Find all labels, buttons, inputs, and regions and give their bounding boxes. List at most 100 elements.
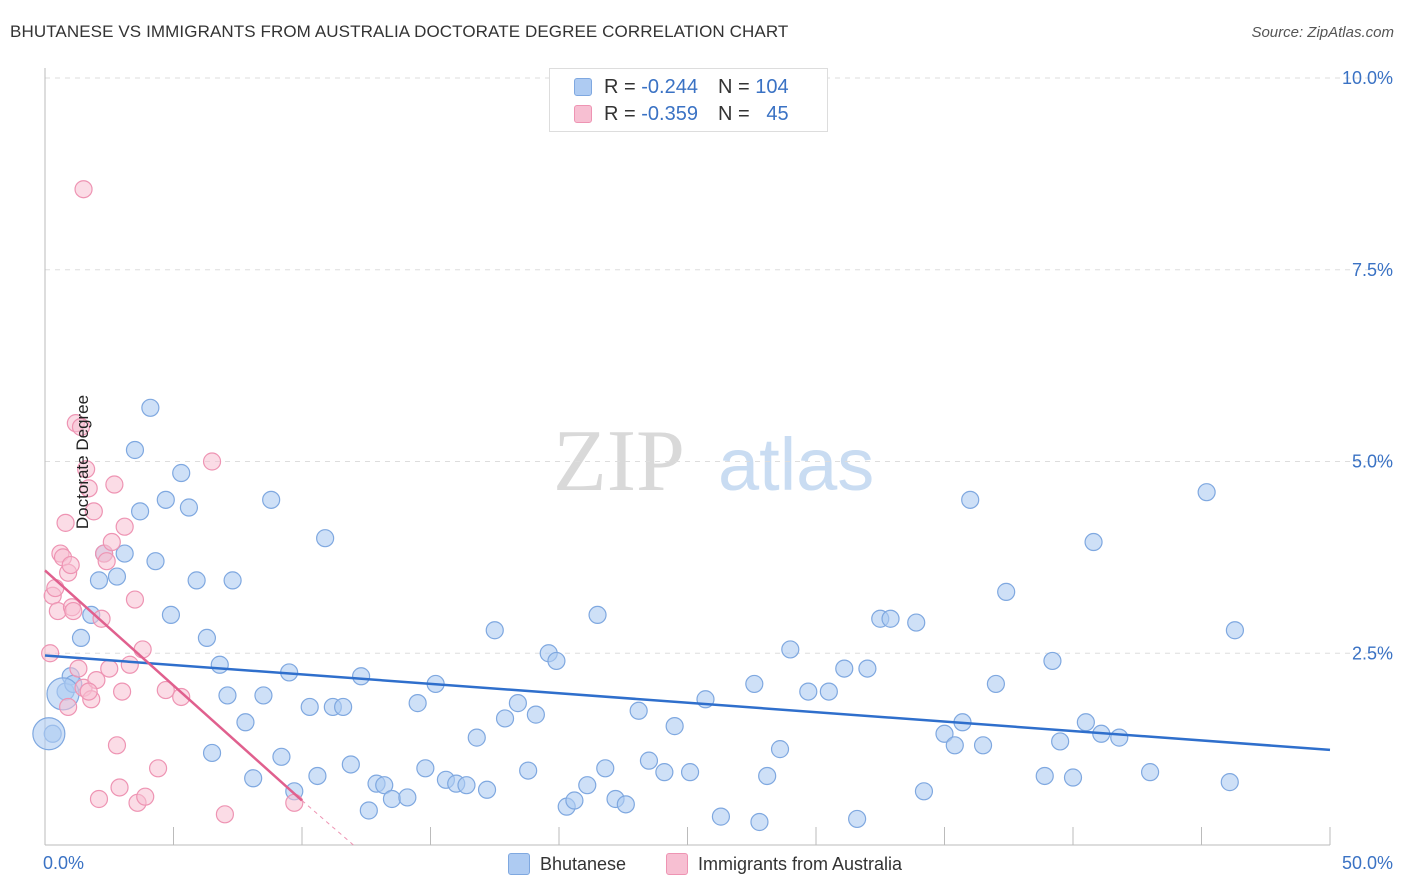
bhutanese-point xyxy=(655,763,674,782)
bhutanese-point xyxy=(1043,651,1062,671)
y-tick-label: 10.0% xyxy=(1342,68,1393,88)
correlation-legend: R = -0.244 N = 104 R = -0.359 N = 45 xyxy=(549,68,828,132)
australia-point xyxy=(107,736,127,755)
bhutanese-point xyxy=(639,751,659,770)
legend-r-value: -0.359 xyxy=(641,102,698,125)
bhutanese-point xyxy=(1084,532,1103,552)
bhutanese-point xyxy=(1035,766,1054,786)
bhutanese-point-large xyxy=(32,717,66,751)
bhutanese-point xyxy=(1063,768,1083,787)
bhutanese-point xyxy=(375,776,394,795)
bhutanese-point xyxy=(141,398,160,417)
bhutanese-point xyxy=(565,791,584,810)
australia-point xyxy=(136,787,155,806)
bhutanese-point xyxy=(223,571,242,590)
bhutanese-trend-line xyxy=(44,654,1331,752)
bottom-legend-bhutanese: Bhutanese xyxy=(508,851,626,877)
australia-point xyxy=(115,517,134,536)
bhutanese-point xyxy=(334,697,353,717)
bhutanese-point xyxy=(244,769,263,788)
bhutanese-point xyxy=(819,682,838,701)
bhutanese-point xyxy=(914,782,934,801)
bhutanese-point xyxy=(218,686,237,705)
legend-r-label: R = xyxy=(604,102,636,125)
bhutanese-point xyxy=(907,613,926,632)
australia-point xyxy=(102,532,121,552)
bhutanese-point xyxy=(997,582,1016,601)
australia-point xyxy=(100,659,119,678)
australia-point xyxy=(125,590,145,609)
bhutanese-point xyxy=(495,709,515,728)
bhutanese-point xyxy=(1110,728,1129,747)
australia-point xyxy=(89,789,109,809)
bhutanese-point xyxy=(745,674,764,694)
bhutanese-point xyxy=(799,682,818,701)
bhutanese-point xyxy=(770,740,790,759)
legend-row-bhutanese: R = -0.244 N = 104 xyxy=(574,75,789,99)
bhutanese-point xyxy=(578,776,597,795)
bottom-swatch-pink xyxy=(666,853,688,875)
australia-point xyxy=(97,552,116,571)
legend-n-label: N = xyxy=(717,75,750,98)
bhutanese-point xyxy=(107,567,127,586)
australia-point xyxy=(79,682,98,701)
australia-trend-extension xyxy=(301,800,354,846)
x-tick-label: 0.0% xyxy=(43,853,84,873)
chart-title: BHUTANESE VS IMMIGRANTS FROM AUSTRALIA D… xyxy=(10,22,789,41)
bhutanese-point xyxy=(858,659,877,678)
source-credit: Source: ZipAtlas.com xyxy=(1251,24,1394,41)
bhutanese-point xyxy=(1220,773,1239,792)
legend-n-value: 45 xyxy=(766,102,789,125)
australia-point xyxy=(92,609,111,628)
australia-point xyxy=(74,180,93,199)
bottom-legend-australia: Immigrants from Australia xyxy=(666,851,902,877)
bhutanese-point xyxy=(616,795,635,814)
australia-point xyxy=(41,644,60,663)
bhutanese-point xyxy=(125,440,145,460)
australia-point xyxy=(215,805,234,824)
bhutanese-point xyxy=(130,502,150,521)
australia-point xyxy=(77,460,96,479)
australia-point xyxy=(133,640,152,659)
bhutanese-point xyxy=(1140,763,1160,782)
bhutanese-point xyxy=(172,463,191,483)
bhutanese-point xyxy=(197,628,217,648)
bhutanese-point xyxy=(935,724,954,743)
bhutanese-point xyxy=(316,529,335,548)
bhutanese-point xyxy=(665,717,684,736)
australia-point xyxy=(84,502,103,521)
x-tick-label: 50.0% xyxy=(1342,853,1393,873)
bhutanese-point xyxy=(272,747,291,766)
bhutanese-point xyxy=(341,755,360,774)
bhutanese-point xyxy=(352,667,371,686)
bhutanese-point xyxy=(308,766,327,786)
bhutanese-point xyxy=(408,694,427,713)
australia-point xyxy=(172,687,191,707)
bhutanese-point xyxy=(262,490,281,509)
bhutanese-point xyxy=(467,728,486,747)
australia-point xyxy=(285,793,304,812)
bhutanese-point xyxy=(359,801,378,820)
bhutanese-point xyxy=(115,544,134,563)
bhutanese-point xyxy=(146,552,165,571)
bhutanese-point xyxy=(680,763,700,782)
bhutanese-point xyxy=(596,759,615,778)
bhutanese-point xyxy=(71,628,91,648)
australia-point xyxy=(61,555,80,575)
australia-point xyxy=(112,682,132,701)
bhutanese-point xyxy=(986,674,1006,694)
y-tick-label: 5.0% xyxy=(1352,452,1393,472)
bhutanese-point xyxy=(547,651,566,671)
legend-n-label: N = xyxy=(717,102,750,125)
australia-point xyxy=(56,513,75,532)
bhutanese-point xyxy=(781,640,800,659)
bhutanese-point xyxy=(1197,483,1216,502)
bhutanese-point xyxy=(457,776,476,795)
bhutanese-point xyxy=(477,780,497,799)
bhutanese-point xyxy=(973,736,993,755)
australia-point xyxy=(148,759,168,778)
australia-point xyxy=(46,578,65,598)
bhutanese-point xyxy=(711,807,731,826)
bottom-legend-label: Immigrants from Australia xyxy=(698,853,903,874)
